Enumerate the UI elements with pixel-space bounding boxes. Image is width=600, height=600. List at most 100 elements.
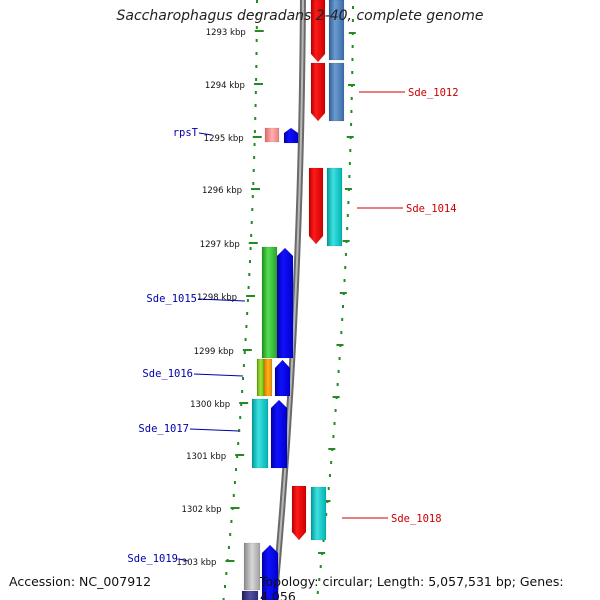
scale-major-tick bbox=[225, 560, 235, 562]
scale-track-dot bbox=[254, 117, 257, 120]
cog-category-box[interactable] bbox=[251, 398, 269, 469]
scale-track-dot bbox=[252, 182, 255, 185]
genome-backbone bbox=[271, 0, 306, 600]
cog-category-box[interactable] bbox=[263, 358, 273, 397]
gene-label[interactable]: Sde_1014 bbox=[406, 203, 457, 215]
scale-track-dot bbox=[251, 208, 254, 211]
cog-category-box[interactable] bbox=[328, 0, 345, 61]
genome-title: Saccharophagus degradans 2-40, complete … bbox=[116, 8, 484, 24]
gene-arrow-reverse[interactable] bbox=[308, 167, 324, 245]
scale-track-dot bbox=[255, 26, 258, 29]
scale-tick-label: 1303 kbp bbox=[176, 558, 216, 568]
scale-track-dot bbox=[316, 591, 319, 594]
scale-track-dot bbox=[352, 6, 354, 9]
scale-tick-label: 1298 kbp bbox=[197, 293, 237, 303]
scale-track-dot bbox=[351, 19, 354, 22]
gene-label[interactable]: Sde_1019 bbox=[127, 553, 178, 565]
cog-category-box[interactable] bbox=[326, 167, 343, 247]
backbone-highlight bbox=[273, 0, 304, 600]
gene-arrow-forward[interactable] bbox=[276, 247, 294, 359]
scale-track-dot bbox=[348, 175, 351, 178]
scale-major-tick bbox=[252, 136, 262, 138]
scale-track-dot bbox=[254, 104, 257, 107]
scale-track-dot bbox=[332, 435, 335, 438]
scale-track-dot bbox=[334, 409, 337, 412]
scale-minor-tick bbox=[346, 136, 354, 138]
scale-track-dot bbox=[248, 260, 251, 263]
scale-track-dot bbox=[349, 149, 352, 152]
scale-track-dot bbox=[346, 227, 349, 230]
scale-track-dot bbox=[256, 0, 258, 3]
scale-track-dot bbox=[327, 487, 330, 490]
scale-track-dot bbox=[336, 383, 339, 386]
cog-category-box[interactable] bbox=[264, 127, 280, 143]
scale-track-dot bbox=[319, 565, 322, 568]
scale-tick-label: 1293 kbp bbox=[206, 28, 246, 38]
gene-label[interactable]: Sde_1012 bbox=[408, 87, 459, 99]
gene-arrow-reverse[interactable] bbox=[310, 62, 326, 122]
cog-category-box[interactable] bbox=[310, 486, 327, 541]
scale-track-dot bbox=[351, 71, 354, 74]
gene-label-connector bbox=[197, 298, 246, 302]
scale-track-dot bbox=[351, 58, 354, 61]
scale-track-dot bbox=[253, 130, 256, 133]
scale-track-dot bbox=[243, 351, 246, 354]
scale-track-dot bbox=[351, 45, 354, 48]
scale-track-dot bbox=[242, 364, 245, 367]
scale-track-dot bbox=[237, 442, 240, 445]
scale-tick-label: 1302 kbp bbox=[181, 505, 221, 515]
gene-arrow-reverse[interactable] bbox=[310, 0, 326, 63]
scale-tick-label: 1297 kbp bbox=[200, 240, 240, 250]
scale-track-dot bbox=[247, 286, 250, 289]
scale-track-dot bbox=[250, 234, 253, 237]
scale-track-dot bbox=[340, 331, 343, 334]
scale-track-dot bbox=[227, 546, 230, 549]
gene-label[interactable]: rpsT bbox=[173, 127, 199, 139]
cog-category-box[interactable] bbox=[261, 246, 278, 359]
scale-major-tick bbox=[230, 507, 240, 509]
gene-arrow-forward[interactable] bbox=[261, 544, 279, 600]
scale-track-dot bbox=[236, 455, 239, 458]
scale-track-dot bbox=[239, 416, 242, 419]
cog-category-box[interactable] bbox=[243, 542, 261, 591]
scale-track-dot bbox=[318, 578, 321, 581]
scale-track-dot bbox=[240, 403, 243, 406]
scale-track-dot bbox=[235, 468, 238, 471]
scale-minor-tick bbox=[328, 448, 336, 450]
cog-category-box[interactable] bbox=[256, 358, 265, 397]
scale-major-tick bbox=[248, 242, 258, 244]
gene-features bbox=[241, 0, 345, 600]
gene-label[interactable]: Sde_1017 bbox=[138, 423, 189, 435]
scale-major-tick bbox=[242, 349, 252, 351]
scale-track-dot bbox=[322, 539, 325, 542]
gene-label[interactable]: Sde_1015 bbox=[146, 293, 197, 305]
scale-tick-label: 1294 kbp bbox=[205, 81, 245, 91]
scale-track-dot bbox=[223, 585, 226, 588]
cog-category-box[interactable] bbox=[241, 590, 259, 600]
gene-arrow-forward[interactable] bbox=[283, 127, 299, 144]
scale-track-dot bbox=[255, 52, 258, 55]
scale-track-dot bbox=[249, 247, 252, 250]
accession-text: Accession: NC_007912 bbox=[9, 574, 152, 589]
gene-label[interactable]: Sde_1016 bbox=[142, 368, 193, 380]
scale-track-dot bbox=[246, 312, 249, 315]
scale-track-dot bbox=[344, 266, 347, 269]
scale-tick-label: 1300 kbp bbox=[190, 400, 230, 410]
scale-track-dot bbox=[341, 318, 344, 321]
cog-category-box[interactable] bbox=[328, 62, 345, 122]
gene-label[interactable]: Sde_1018 bbox=[391, 513, 442, 525]
scale-track-dot bbox=[346, 214, 349, 217]
topology-text: Topology: circular; Length: 5,057,531 bp… bbox=[260, 574, 564, 600]
gene-arrow-reverse[interactable] bbox=[291, 485, 307, 541]
scale-track-dot bbox=[328, 474, 331, 477]
gene-arrow-forward[interactable] bbox=[270, 399, 288, 469]
scale-track-dot bbox=[350, 110, 353, 113]
scale-track-dot bbox=[248, 273, 251, 276]
scale-track-dot bbox=[230, 520, 233, 523]
gene-arrow-forward[interactable] bbox=[274, 359, 291, 397]
scale-track-dot bbox=[254, 91, 257, 94]
scale-major-tick bbox=[235, 454, 245, 456]
scale-major-tick bbox=[239, 402, 249, 404]
scale-tick-marks: 1293 kbp 1294 kbp 1295 kbp 1296 kbp 1297 kbp… bbox=[176, 0, 356, 600]
